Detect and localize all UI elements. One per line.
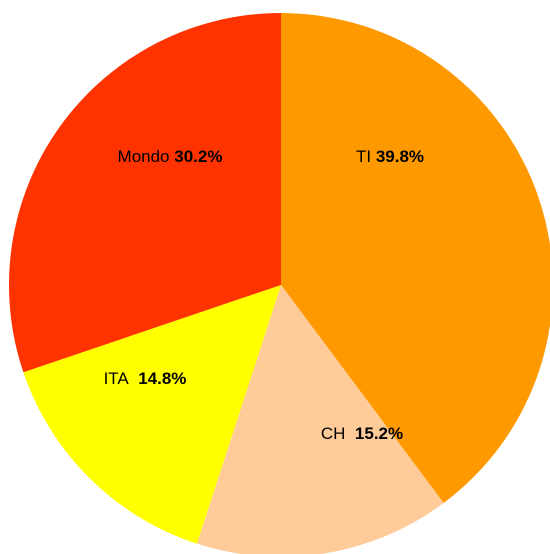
- pie-slice: [281, 13, 550, 504]
- slice-label: CH 15.2%: [321, 424, 403, 443]
- slice-name: CH: [321, 424, 346, 443]
- slice-percent: 39.8%: [376, 147, 424, 166]
- slice-percent: 14.8%: [138, 369, 186, 388]
- pie-slice: [23, 285, 282, 544]
- pie-slice: [8, 13, 281, 373]
- slice-name: Mondo: [118, 147, 170, 166]
- slice-percent: 30.2%: [174, 147, 222, 166]
- slice-name: TI: [356, 147, 371, 166]
- slice-percent: 15.2%: [355, 424, 403, 443]
- slice-label: Mondo 30.2%: [118, 147, 223, 166]
- pie-slice: [196, 285, 444, 554]
- slice-label: ITA 14.8%: [104, 369, 187, 388]
- slice-name: ITA: [104, 369, 130, 388]
- slice-label: TI 39.8%: [356, 147, 424, 166]
